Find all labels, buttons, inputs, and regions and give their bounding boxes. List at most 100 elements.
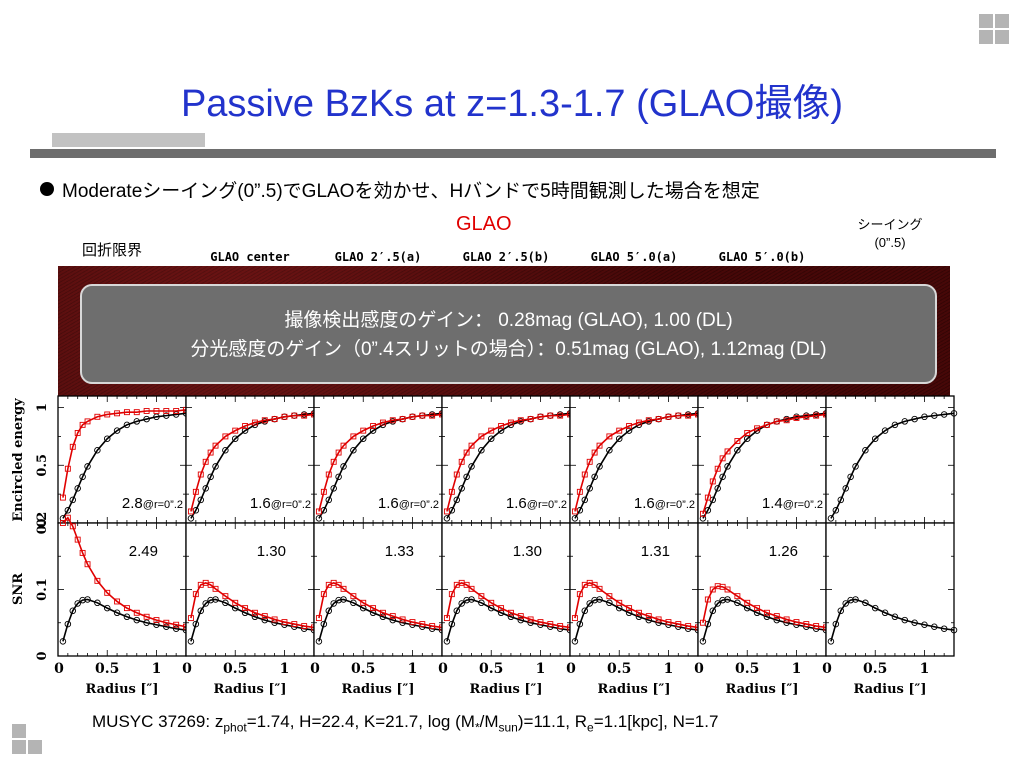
- black-ee-marker: [950, 410, 958, 417]
- black-ee-marker: [69, 496, 77, 504]
- red-ee-marker: [626, 423, 633, 429]
- red-snr-marker: [153, 617, 160, 624]
- black-snr-curve: [830, 598, 955, 642]
- x-axis-label: Radius [″]: [726, 682, 799, 697]
- red-ee-marker: [803, 413, 810, 420]
- black-ee-marker: [197, 496, 205, 504]
- red-snr-marker: [665, 619, 672, 626]
- black-ee-marker: [724, 463, 731, 470]
- red-snr-marker: [675, 621, 682, 628]
- black-snr-marker: [197, 607, 205, 615]
- panel-frame: [825, 395, 955, 524]
- red-snr-marker: [173, 621, 180, 628]
- black-snr-marker: [753, 609, 761, 617]
- red-snr-marker: [409, 619, 416, 626]
- x-axis-label: Radius [″]: [854, 682, 927, 697]
- black-ee-marker: [463, 473, 470, 481]
- red-snr-marker: [370, 605, 377, 612]
- red-snr-marker: [187, 615, 194, 622]
- black-ee-marker: [852, 463, 859, 470]
- red-ee-marker: [448, 488, 455, 495]
- diffraction-limit-label: 回折限界: [82, 242, 143, 259]
- ee-y-tick-label: 1: [35, 403, 50, 412]
- red-snr-marker: [709, 586, 716, 593]
- black-snr-curve: [574, 598, 699, 642]
- ee-gain-value: 1.6: [506, 495, 527, 512]
- black-ee-marker: [325, 496, 333, 504]
- red-snr-marker: [773, 613, 780, 620]
- red-snr-marker: [419, 621, 426, 628]
- black-ee-marker: [862, 447, 869, 454]
- black-ee-marker: [615, 435, 623, 442]
- black-ee-curve: [62, 412, 187, 519]
- black-snr-marker: [842, 600, 849, 607]
- x-tick-label: 0.5: [95, 661, 119, 677]
- black-ee-marker: [931, 412, 938, 419]
- red-snr-marker: [655, 616, 662, 623]
- black-ee-marker: [837, 496, 845, 504]
- red-ee-curve: [446, 413, 571, 512]
- x-tick-label: 1: [152, 661, 162, 677]
- black-snr-marker: [202, 600, 209, 607]
- black-ee-marker: [704, 507, 712, 514]
- black-ee-marker: [827, 515, 835, 522]
- black-ee-marker: [832, 507, 840, 514]
- black-ee-marker: [350, 447, 357, 454]
- black-snr-marker: [212, 596, 219, 603]
- x-tick-label: 0.5: [607, 661, 631, 677]
- caption-sub-sun: sun: [498, 720, 518, 735]
- ee-gain-radius: @r=0”.2: [655, 499, 695, 511]
- red-ee-marker: [187, 508, 194, 515]
- black-snr-marker: [315, 638, 323, 645]
- x-tick-label: 0.5: [735, 661, 759, 677]
- black-snr-marker: [581, 607, 589, 615]
- red-ee-marker: [207, 449, 214, 456]
- panel-frame: [825, 522, 955, 657]
- red-ee-marker: [478, 433, 485, 440]
- black-snr-marker: [832, 620, 840, 628]
- snr-gain-label: 1.33: [385, 543, 414, 560]
- caption-mid3: )=11.1, R: [517, 712, 587, 731]
- black-snr-marker: [517, 616, 525, 624]
- ee-gain-radius: @r=0”.2: [143, 499, 183, 511]
- red-ee-marker: [59, 494, 66, 501]
- red-ee-marker: [202, 458, 209, 465]
- red-ee-marker: [557, 412, 564, 419]
- black-snr-marker: [340, 596, 347, 603]
- black-ee-marker: [123, 421, 131, 429]
- red-ee-marker: [153, 408, 160, 414]
- red-ee-marker: [429, 412, 436, 419]
- x-tick-label: 0: [310, 661, 320, 677]
- black-snr-marker: [891, 613, 899, 621]
- snr-y-axis-label: SNR: [11, 573, 26, 605]
- red-ee-marker: [699, 510, 706, 517]
- black-snr-marker: [458, 600, 465, 607]
- black-snr-marker: [591, 596, 598, 604]
- black-snr-marker: [389, 616, 397, 624]
- black-snr-marker: [463, 596, 470, 604]
- x-axis-label: Radius [″]: [214, 682, 287, 697]
- black-snr-marker: [350, 599, 357, 607]
- black-snr-marker: [320, 620, 328, 628]
- red-ee-marker: [793, 414, 800, 421]
- black-ee-marker: [911, 415, 918, 423]
- red-ee-marker: [320, 488, 327, 495]
- bullet-item: Moderateシーイング(0”.5)でGLAOを効かせ、Hバンドで5時間観測し…: [40, 176, 760, 203]
- black-snr-marker: [84, 596, 91, 603]
- red-snr-marker: [645, 613, 652, 620]
- x-tick-label: 0: [566, 661, 576, 677]
- x-tick-label: 0.5: [351, 661, 375, 677]
- black-ee-marker: [734, 447, 741, 454]
- red-ee-marker: [271, 416, 278, 423]
- ee-gain-radius: @r=0”.2: [271, 499, 311, 511]
- red-ee-curve: [574, 413, 699, 512]
- ee-gain-label: 2.8@r=0”.2: [122, 495, 183, 512]
- x-tick-label: 0.5: [863, 661, 887, 677]
- red-ee-marker: [291, 412, 298, 419]
- black-ee-marker: [143, 415, 150, 423]
- x-tick-label: 0: [694, 661, 704, 677]
- black-snr-marker: [369, 609, 377, 617]
- black-snr-marker: [719, 596, 726, 604]
- red-snr-marker: [517, 613, 524, 620]
